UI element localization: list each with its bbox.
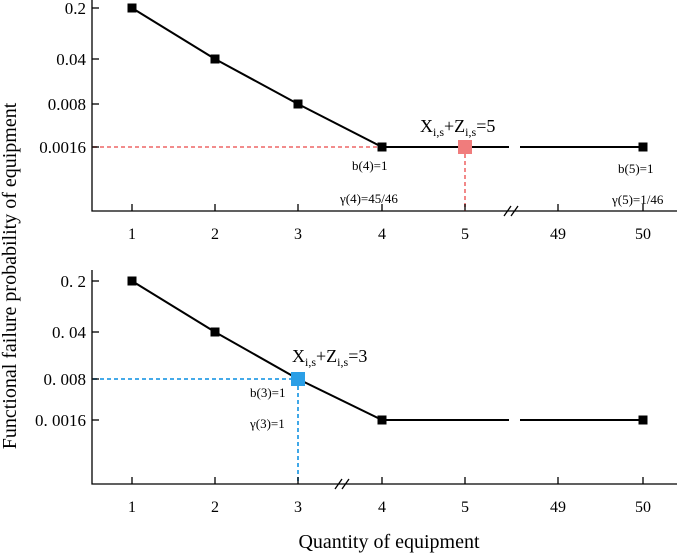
bottom-panel: 0. 2 0. 04 0. 008 0. 0016 1 2 3 4 5 49 50 Xi,s+Zi… [35,270,677,516]
top-data-point [638,142,648,152]
bot-series-segment [131,280,216,333]
top-data-point [210,54,220,64]
bot-y-tick-label: 0. 008 [44,370,87,389]
top-x-tick-label: 4 [378,226,386,243]
top-x-tick-label: 5 [461,226,469,243]
bot-x-tick-label: 5 [461,499,469,516]
bot-data-point [377,415,387,425]
bottom-annotation-gamma3: γ(3)=1 [249,416,285,431]
bot-x-tick-label: 49 [550,499,566,516]
bot-y-tick-label: 0. 0016 [35,411,86,430]
top-data-point [377,142,387,152]
top-y-tick-label: 0.008 [48,95,86,114]
top-x-tick-label: 1 [128,226,136,243]
top-data-point [127,3,137,13]
top-y-tick-label: 0.04 [56,50,86,69]
bot-x-tick-label: 50 [635,499,651,516]
bottom-annotation-b3: b(3)=1 [250,385,286,400]
bot-data-point [210,327,220,337]
top-annotation-gamma5: γ(5)=1/46 [611,192,664,207]
top-x-tick-label: 49 [550,226,566,243]
top-x-tick-label: 50 [635,226,651,243]
top-series [127,3,648,154]
top-guides [93,146,466,211]
bot-y-tick-label: 0. 04 [52,323,87,342]
bot-x-tick-label: 4 [378,499,386,516]
bot-x-tick-label: 2 [211,499,219,516]
bottom-axis-break [334,478,350,490]
y-axis-label: Functional failure probability of equipm… [0,102,21,449]
bot-data-point [127,276,137,286]
bot-y-tick-label: 0. 2 [61,272,87,291]
top-x-tick-label: 2 [211,226,219,243]
bot-x-tick-label: 1 [128,499,136,516]
top-panel: 0.2 0.04 0.008 0.0016 1 2 3 4 5 49 50 Xi,s+Zi,s=5… [39,0,677,243]
top-highlight-label: Xi,s+Zi,s=5 [420,116,495,139]
bottom-highlight-label: Xi,s+Zi,s=3 [292,346,367,369]
top-annotation-gamma4: γ(4)=45/46 [339,191,398,206]
bot-x-tick-label: 3 [294,499,302,516]
top-series-segment [297,103,383,148]
top-panel-frame [91,0,677,212]
bottom-panel-frame [91,270,677,485]
top-y-ticks: 0.2 0.04 0.008 0.0016 [39,0,99,157]
top-x-tick-label: 3 [294,226,302,243]
bot-data-point [638,415,648,425]
bot-series-segment [297,378,383,421]
bottom-y-ticks: 0. 2 0. 04 0. 008 0. 0016 [35,272,99,430]
top-y-tick-label: 0.0016 [39,138,86,157]
top-annotation-b4: b(4)=1 [352,158,388,173]
top-axis-break [503,205,519,217]
bot-series-segment [214,331,299,380]
bot-highlight-point [291,372,305,386]
bottom-guides [93,378,299,484]
bottom-x-ticks: 1 2 3 4 5 49 50 [128,477,651,516]
top-y-tick-label: 0.2 [65,0,86,18]
top-series-segment [131,7,216,60]
top-series-segment [214,58,299,105]
top-data-point [293,99,303,109]
top-x-ticks: 1 2 3 4 5 49 50 [128,204,651,243]
bottom-series [127,276,648,425]
x-axis-label: Quantity of equipment [298,531,480,553]
top-highlight-point [458,140,472,154]
top-annotation-b5: b(5)=1 [618,161,654,176]
